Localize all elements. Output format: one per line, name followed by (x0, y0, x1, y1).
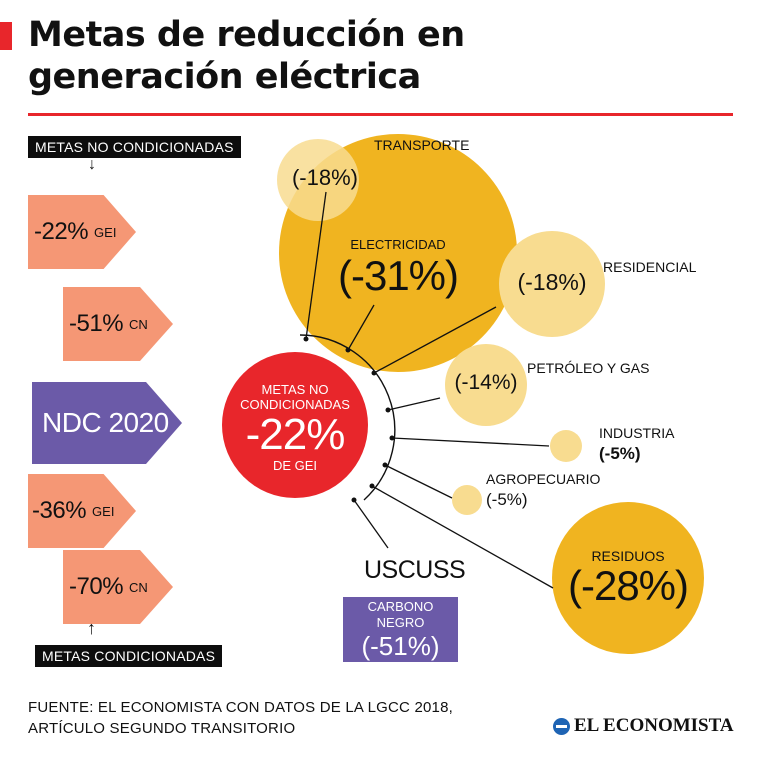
center-line-2: CONDICIONADAS (240, 396, 350, 412)
residencial-name: RESIDENCIAL (603, 259, 697, 275)
source-line-2: ARTÍCULO SEGUNDO TRANSITORIO (28, 720, 296, 737)
center-value: -22% (245, 409, 346, 459)
industria-value: (-5%) (599, 444, 641, 463)
transporte-bubble (277, 139, 359, 221)
center-unit: DE GEI (272, 457, 318, 473)
transporte-name: TRANSPORTE (374, 137, 470, 153)
center-line-1: METAS NO (261, 381, 329, 397)
electricidad-name: ELECTRICIDAD (350, 237, 446, 252)
residuos-name: RESIDUOS (591, 548, 665, 564)
uscuss-label: USCUSS (364, 556, 466, 584)
carbono-negro-box: CARBONO NEGRO (-51%) (343, 597, 458, 662)
el-economista-logo: EL ECONOMISTA (553, 715, 734, 737)
source-note: FUENTE: EL ECONOMISTA CON DATOS DE LA LG… (28, 697, 453, 739)
arrow-value: -51% (69, 310, 124, 337)
petroleo-bubble (445, 344, 527, 426)
arrow-value: -70% (69, 573, 124, 600)
title-line-2: generación eléctrica (28, 57, 421, 97)
residencial-bubble (499, 231, 605, 337)
arrow-unit: GEI (94, 224, 117, 240)
tag-metas-no-condicionadas: METAS NO CONDICIONADAS (28, 136, 241, 158)
arrow-up-icon: ↑ (87, 618, 96, 638)
title-divider (28, 113, 733, 116)
agropecuario-bubble (452, 485, 482, 515)
arrow-unit: GEI (92, 503, 115, 519)
logo-mark-icon (553, 717, 570, 735)
carbono-label: CARBONO NEGRO (367, 598, 434, 630)
page-title: Metas de reducción en generación eléctri… (28, 14, 465, 98)
arrow-unit: CN (129, 316, 148, 332)
arrow-unit: CN (129, 579, 148, 595)
arrow-value: -36% (32, 497, 87, 524)
industria-name: INDUSTRIA (599, 425, 675, 441)
residuos-value: (-28%) (567, 562, 689, 609)
agropecuario-value: (-5%) (486, 490, 528, 509)
transporte-value: (-18%) (291, 165, 358, 190)
center-label: METAS NO CONDICIONADAS -22% DE GEI (222, 365, 368, 489)
connector-arc (299, 334, 396, 501)
title-line-1: Metas de reducción en (28, 15, 465, 55)
tag-metas-condicionadas: METAS CONDICIONADAS (35, 645, 223, 667)
title-accent-bar (0, 22, 12, 50)
source-line-1: FUENTE: EL ECONOMISTA CON DATOS DE LA LG… (28, 699, 453, 716)
petroleo-value: (-14%) (454, 371, 518, 394)
agropecuario-name: AGROPECUARIO (486, 471, 601, 487)
electricidad-value: (-31%) (337, 252, 459, 299)
industria-bubble (550, 430, 582, 462)
residencial-value: (-18%) (517, 269, 587, 295)
arrow-value: -22% (34, 218, 89, 245)
logo-text: EL ECONOMISTA (574, 715, 734, 736)
carbono-value: (-51%) (361, 630, 440, 661)
residuos-bubble (552, 502, 704, 654)
ndc-2020-arrow: NDC 2020 (32, 382, 182, 464)
center-circle (222, 352, 368, 498)
arrow-down-icon: ↓ (88, 156, 96, 173)
petroleo-name: PETRÓLEO Y GAS (527, 360, 650, 376)
